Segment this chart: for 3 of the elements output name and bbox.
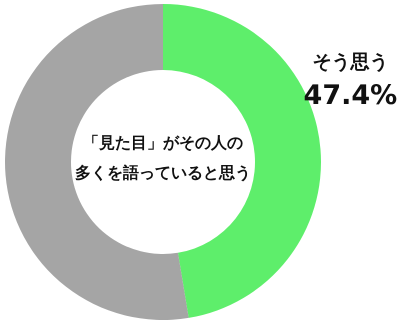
data-label: 47.4%	[304, 80, 398, 112]
slice-label: そう思う	[312, 51, 388, 74]
text: 「見た目」がその人の多くを語っていると思う	[75, 133, 251, 182]
